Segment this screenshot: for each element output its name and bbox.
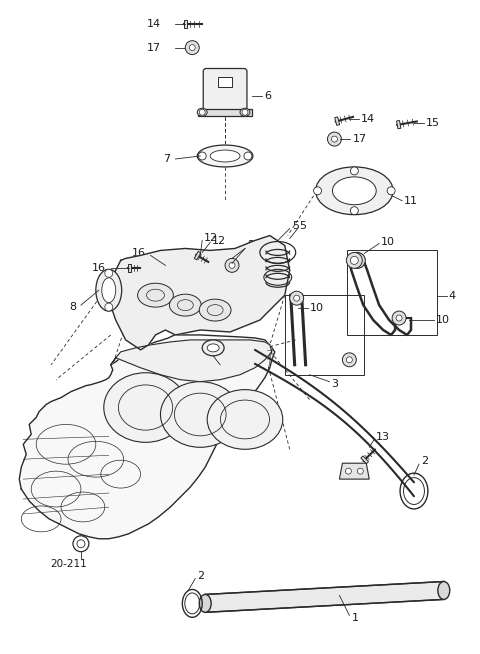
Polygon shape bbox=[335, 117, 340, 126]
Ellipse shape bbox=[104, 373, 187, 442]
Circle shape bbox=[387, 187, 395, 195]
Circle shape bbox=[105, 303, 113, 311]
Circle shape bbox=[290, 291, 304, 305]
Text: 16: 16 bbox=[132, 249, 145, 258]
Ellipse shape bbox=[240, 109, 250, 116]
Text: 20-211: 20-211 bbox=[50, 559, 87, 568]
Circle shape bbox=[342, 353, 356, 367]
Text: 6: 6 bbox=[264, 92, 271, 101]
Circle shape bbox=[185, 41, 199, 54]
Text: 9: 9 bbox=[247, 241, 254, 250]
Polygon shape bbox=[396, 120, 401, 129]
Polygon shape bbox=[109, 235, 290, 350]
Ellipse shape bbox=[199, 594, 211, 612]
Ellipse shape bbox=[160, 382, 240, 447]
Circle shape bbox=[347, 252, 362, 268]
Ellipse shape bbox=[315, 167, 393, 215]
Ellipse shape bbox=[207, 344, 219, 352]
Circle shape bbox=[347, 357, 352, 363]
Polygon shape bbox=[205, 581, 444, 612]
Ellipse shape bbox=[138, 283, 173, 307]
Circle shape bbox=[350, 256, 358, 264]
Ellipse shape bbox=[169, 294, 201, 316]
Text: 4: 4 bbox=[449, 291, 456, 301]
Ellipse shape bbox=[438, 581, 450, 600]
Circle shape bbox=[242, 109, 248, 115]
Text: 16: 16 bbox=[92, 264, 106, 273]
Ellipse shape bbox=[210, 150, 240, 162]
Text: 17: 17 bbox=[146, 43, 160, 52]
Polygon shape bbox=[19, 335, 275, 539]
Text: 10: 10 bbox=[310, 303, 324, 313]
Circle shape bbox=[225, 258, 239, 272]
Text: 14: 14 bbox=[146, 19, 160, 29]
Polygon shape bbox=[128, 264, 131, 272]
Circle shape bbox=[332, 136, 337, 142]
Text: 7: 7 bbox=[163, 154, 170, 164]
Text: 2: 2 bbox=[421, 456, 428, 466]
Polygon shape bbox=[184, 20, 187, 27]
Circle shape bbox=[346, 468, 351, 474]
Text: 14: 14 bbox=[361, 114, 375, 124]
Polygon shape bbox=[194, 252, 201, 260]
Circle shape bbox=[327, 132, 341, 146]
Circle shape bbox=[350, 167, 358, 175]
Circle shape bbox=[199, 109, 205, 115]
Ellipse shape bbox=[202, 340, 224, 356]
Polygon shape bbox=[198, 109, 252, 116]
Text: 15: 15 bbox=[426, 118, 440, 128]
Circle shape bbox=[229, 262, 235, 268]
Circle shape bbox=[313, 187, 322, 195]
Circle shape bbox=[244, 152, 252, 160]
Text: 12: 12 bbox=[204, 233, 218, 243]
Text: 13: 13 bbox=[376, 432, 390, 442]
Text: 10: 10 bbox=[381, 237, 395, 247]
Ellipse shape bbox=[96, 269, 122, 311]
Ellipse shape bbox=[333, 177, 376, 205]
Ellipse shape bbox=[207, 390, 283, 449]
Circle shape bbox=[198, 152, 206, 160]
FancyBboxPatch shape bbox=[203, 69, 247, 116]
Text: 5: 5 bbox=[292, 220, 299, 231]
Text: 8: 8 bbox=[69, 302, 76, 312]
Circle shape bbox=[392, 311, 406, 325]
Text: 3: 3 bbox=[332, 379, 338, 388]
Circle shape bbox=[396, 315, 402, 321]
Bar bbox=[218, 77, 232, 88]
Ellipse shape bbox=[102, 278, 116, 303]
Circle shape bbox=[350, 207, 358, 215]
Polygon shape bbox=[361, 456, 369, 464]
Circle shape bbox=[357, 468, 363, 474]
Bar bbox=[348, 250, 437, 335]
Circle shape bbox=[349, 252, 365, 268]
Circle shape bbox=[294, 295, 300, 301]
Ellipse shape bbox=[197, 145, 253, 167]
Text: 1: 1 bbox=[351, 613, 359, 623]
Polygon shape bbox=[339, 463, 369, 479]
Text: 17: 17 bbox=[352, 134, 366, 144]
Circle shape bbox=[189, 44, 195, 50]
Text: 9: 9 bbox=[247, 241, 254, 250]
Text: 12: 12 bbox=[212, 235, 226, 245]
Ellipse shape bbox=[197, 109, 207, 116]
Text: 11: 11 bbox=[404, 196, 418, 206]
Circle shape bbox=[105, 269, 113, 277]
Text: 8: 8 bbox=[222, 363, 229, 373]
Text: 2: 2 bbox=[197, 570, 204, 581]
Ellipse shape bbox=[199, 299, 231, 321]
Text: 10: 10 bbox=[436, 315, 450, 325]
Text: 5: 5 bbox=[300, 220, 307, 231]
Bar bbox=[285, 295, 364, 375]
Polygon shape bbox=[111, 340, 272, 382]
